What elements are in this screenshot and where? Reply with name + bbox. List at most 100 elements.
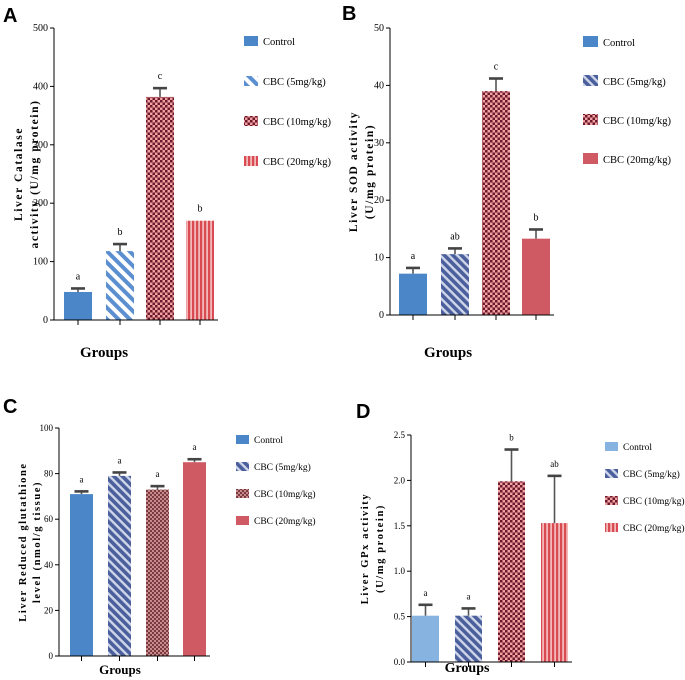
legend-swatch — [583, 153, 598, 164]
legend-swatch — [605, 469, 618, 478]
bar — [498, 481, 525, 662]
y-axis-title-line: Liver SOD activity — [348, 111, 360, 232]
y-tick-label: 400 — [33, 81, 48, 92]
significance-letter: ab — [550, 459, 559, 469]
y-tick-label: 100 — [40, 423, 54, 433]
legend-swatch — [605, 496, 618, 505]
legend-swatch — [583, 114, 598, 125]
significance-letter: a — [118, 455, 122, 465]
bar — [522, 238, 550, 315]
x-axis-title: Groups — [80, 345, 128, 361]
significance-letter: a — [76, 271, 81, 282]
x-axis-title: Groups — [99, 662, 141, 677]
bar — [441, 254, 469, 315]
legend-swatch — [583, 36, 598, 47]
y-tick-label: 50 — [374, 23, 384, 34]
legend-label: CBC (20mg/kg) — [623, 523, 685, 534]
significance-letter: c — [494, 62, 499, 73]
panel-label-d: D — [356, 401, 370, 423]
significance-letter: c — [158, 71, 163, 82]
legend-swatch — [244, 116, 258, 126]
y-tick-label: 40 — [374, 80, 384, 91]
y-tick-label: 2.5 — [394, 430, 406, 440]
legend-label: CBC (20mg/kg) — [254, 516, 316, 527]
y-tick-label: 0.0 — [394, 657, 406, 667]
y-axis-title-line: level (nmol/g tissue) — [32, 481, 43, 603]
y-tick-label: 1.5 — [394, 521, 406, 531]
significance-letter: b — [509, 433, 514, 443]
y-tick-label: 100 — [33, 257, 48, 268]
legend-swatch — [236, 435, 249, 444]
y-axis-title-line: (U/mg protein) — [364, 124, 376, 219]
legend-label: CBC (20mg/kg) — [603, 155, 671, 166]
legend-label: CBC (5mg/kg) — [623, 469, 680, 480]
y-tick-label: 20 — [44, 605, 54, 615]
bar — [541, 523, 568, 662]
legend-label: CBC (10mg/kg) — [603, 116, 671, 127]
legend-swatch — [244, 76, 258, 86]
significance-letter: a — [411, 251, 416, 262]
x-axis-title: Groups — [445, 661, 490, 676]
y-tick-label: 40 — [44, 560, 54, 570]
legend-label: Control — [603, 38, 635, 49]
legend-label: CBC (10mg/kg) — [263, 117, 331, 128]
chart-panel-d: Liver GPx activity (U/mg protein) 0.0 0.5 1.… — [360, 430, 685, 676]
y-tick-label: 300 — [33, 140, 48, 151]
y-axis-title-line: Liver GPx activity — [360, 493, 371, 604]
significance-letter: a — [193, 442, 197, 452]
legend-label: Control — [623, 443, 652, 453]
bar — [106, 251, 134, 320]
significance-letter: a — [80, 474, 84, 484]
bar — [146, 96, 174, 320]
y-tick-label: 30 — [374, 138, 384, 149]
legend-label: CBC (5mg/kg) — [263, 77, 326, 88]
y-tick-label: 20 — [374, 195, 384, 206]
chart-panel-a: Liver Catalase activity (U/mg protein) 0 10… — [13, 23, 331, 361]
y-tick-label: 0 — [43, 315, 48, 326]
significance-letter: b — [118, 227, 123, 238]
legend-swatch — [244, 36, 258, 46]
significance-letter: ab — [450, 231, 459, 242]
bar — [70, 494, 93, 656]
panel-label-c: C — [3, 396, 17, 418]
y-tick-label: 2.0 — [394, 475, 406, 485]
legend-label: CBC (5mg/kg) — [603, 77, 666, 88]
legend-swatch — [605, 523, 618, 532]
bar — [412, 615, 439, 662]
y-tick-label: 0.5 — [394, 612, 406, 622]
legend-label: CBC (10mg/kg) — [623, 496, 685, 507]
significance-letter: b — [534, 212, 539, 223]
y-tick-label: 80 — [44, 469, 54, 479]
y-tick-label: 1.0 — [394, 566, 406, 576]
bar — [399, 273, 427, 315]
y-tick-label: 500 — [33, 23, 48, 34]
legend-label: Control — [254, 436, 283, 446]
chart-panel-c: Liver Reduced glutathione level (nmol/g t… — [18, 423, 316, 677]
significance-letter: a — [467, 591, 471, 601]
y-axis-title-line: (U/mg protein) — [375, 504, 386, 593]
bar — [455, 615, 482, 662]
panel-label-a: A — [3, 5, 17, 27]
legend-swatch — [605, 442, 618, 451]
legend-swatch — [236, 489, 249, 498]
significance-letter: a — [156, 469, 160, 479]
bar — [108, 475, 131, 656]
y-tick-label: 60 — [44, 514, 54, 524]
x-axis-title: Groups — [424, 345, 472, 361]
legend-swatch — [236, 462, 249, 471]
chart-panel-b: Liver SOD activity (U/mg protein) 0 10 20 30 4… — [348, 23, 671, 361]
legend-swatch — [583, 75, 598, 86]
y-axis-title-line: activity (U/mg protein) — [29, 99, 41, 248]
legend-swatch — [236, 516, 249, 525]
bar — [183, 462, 206, 656]
y-tick-label: 0 — [379, 310, 384, 321]
bar — [64, 291, 92, 320]
y-tick-label: 10 — [374, 253, 384, 264]
bar — [146, 489, 169, 656]
y-axis-title-line: Liver Catalase — [13, 127, 25, 221]
significance-letter: a — [424, 588, 428, 598]
legend-label: CBC (20mg/kg) — [263, 157, 331, 168]
legend-swatch — [244, 156, 258, 166]
y-tick-label: 0 — [49, 651, 54, 661]
